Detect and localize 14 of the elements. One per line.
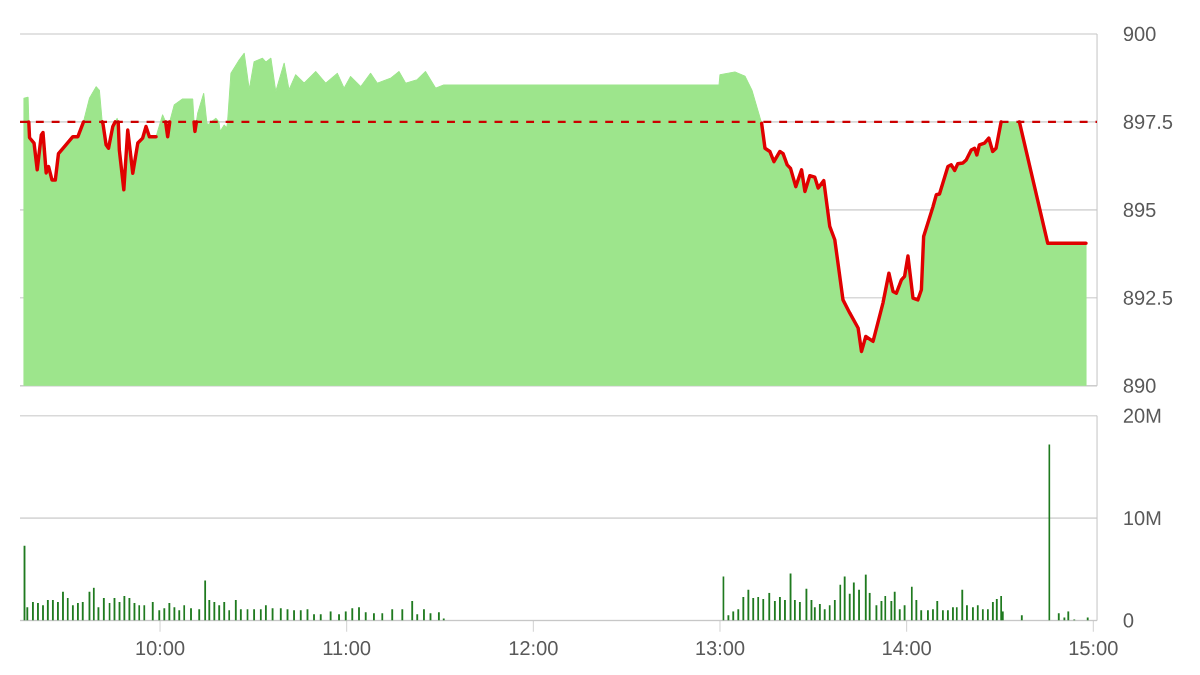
y-tick-label: 895 xyxy=(1123,202,1156,217)
y-tick-label: 897.5 xyxy=(1123,114,1173,130)
y-tick-label: 0 xyxy=(1123,613,1134,628)
y-tick-label: 900 xyxy=(1123,26,1156,42)
y-tick-label: 20M xyxy=(1123,408,1161,423)
y-tick-label: 892.5 xyxy=(1123,290,1173,305)
y-tick-label: 890 xyxy=(1123,378,1156,393)
y-tick-label: 10M xyxy=(1124,510,1161,526)
x-tick-label: 11:00 xyxy=(323,641,371,656)
x-tick-label: 14:00 xyxy=(883,641,931,656)
x-tick-label: 12:00 xyxy=(509,641,558,656)
x-tick-label: 10:00 xyxy=(136,641,185,656)
x-tick-label: 13:00 xyxy=(696,641,745,656)
x-tick-label: 15:00 xyxy=(1069,641,1118,656)
